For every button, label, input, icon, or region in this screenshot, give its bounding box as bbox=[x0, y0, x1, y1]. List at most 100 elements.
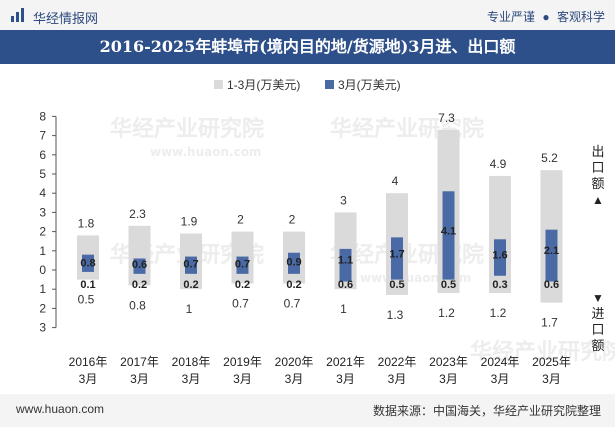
bar-import-mar bbox=[442, 270, 455, 280]
label-import-mar: 0.2 bbox=[183, 279, 198, 291]
label-export-q1: 2.3 bbox=[129, 207, 146, 221]
export-side-label: 出口额 bbox=[591, 144, 604, 191]
data-labels: 1.8 0.8 0.1 0.5 2.3 0.6 0.2 0.8 1.9 0.7 0.2 1 2 0.7 0.… bbox=[78, 111, 559, 330]
y-tick-label: 8 bbox=[39, 109, 46, 123]
x-tick-label-month: 3月 bbox=[336, 372, 355, 386]
x-tick-label-month: 3月 bbox=[491, 372, 510, 386]
y-tick-label: 3 bbox=[39, 205, 46, 219]
x-tick-label-month: 3月 bbox=[439, 372, 458, 386]
label-import-q1: 1.2 bbox=[490, 306, 507, 320]
watermark-text: 华经产业研究院 bbox=[330, 116, 484, 142]
bar-export-mar bbox=[133, 258, 146, 270]
label-export-q1: 2 bbox=[237, 213, 244, 227]
footer-source: 数据来源：中国海关，华经产业研究院整理 bbox=[372, 404, 601, 418]
label-export-q1: 1.9 bbox=[181, 215, 198, 229]
down-arrow-icon: ▼ bbox=[592, 291, 604, 305]
bar-import-mar bbox=[494, 270, 506, 276]
tagline: 专业严谨 ● 客观科学 bbox=[487, 8, 605, 25]
x-tick-label-month: 3月 bbox=[233, 372, 252, 386]
label-export-mar: 2.1 bbox=[544, 245, 559, 257]
bar-export-mar bbox=[236, 256, 249, 270]
legend-swatch-cumulative bbox=[214, 80, 223, 89]
y-tick-label: 1 bbox=[39, 282, 46, 296]
y-tick-label: 3 bbox=[39, 321, 46, 335]
bar-import-mar bbox=[391, 270, 403, 280]
label-import-q1: 0.5 bbox=[78, 293, 95, 307]
label-export-q1: 2 bbox=[289, 213, 296, 227]
x-tick-label-month: 3月 bbox=[388, 372, 407, 386]
label-export-q1: 3 bbox=[340, 193, 347, 207]
watermark-text: 华经产业研究院 bbox=[110, 116, 264, 142]
x-tick-label-year: 2017年 bbox=[120, 355, 159, 369]
bar-export-mar bbox=[82, 254, 94, 270]
footer-website: www.huaon.com bbox=[16, 402, 105, 416]
import-side-label-char: 进 bbox=[591, 306, 604, 321]
brand-name: 华经情报网 bbox=[33, 11, 99, 26]
footer: www.huaon.com 数据来源：中国海关，华经产业研究院整理 bbox=[0, 394, 615, 427]
x-tick-label-month: 3月 bbox=[285, 372, 304, 386]
label-import-q1: 1 bbox=[340, 302, 347, 316]
legend-label-cumulative: 1-3月(万美元) bbox=[227, 78, 300, 92]
label-import-mar: 0.3 bbox=[492, 279, 507, 291]
y-tick-label: 5 bbox=[39, 167, 46, 181]
watermark-text: 华经产业研究院 bbox=[470, 339, 615, 365]
bar-import-q1 bbox=[489, 270, 511, 294]
x-tick-label-month: 3月 bbox=[79, 372, 98, 386]
label-import-q1: 1.7 bbox=[541, 316, 558, 330]
x-tick-label-year: 2018年 bbox=[172, 355, 211, 369]
x-tick-label-month: 3月 bbox=[542, 372, 561, 386]
label-import-q1: 1.2 bbox=[438, 306, 455, 320]
label-export-mar: 0.6 bbox=[132, 259, 147, 271]
y-axis: 8 7 6 5 4 3 2 1 0 1 2 3 bbox=[39, 109, 57, 335]
export-side-label-char: 出 bbox=[591, 144, 604, 159]
bar-export-mar bbox=[339, 248, 352, 270]
bar-import-mar bbox=[236, 270, 249, 274]
x-tick-label-month: 3月 bbox=[130, 372, 149, 386]
bar-import-mar bbox=[82, 270, 94, 272]
label-import-q1: 0.7 bbox=[284, 296, 301, 310]
x-tick-label-year: 2023年 bbox=[429, 355, 468, 369]
label-import-q1: 1 bbox=[186, 302, 193, 316]
label-export-mar: 1.7 bbox=[389, 249, 404, 261]
label-export-mar: 0.7 bbox=[235, 258, 250, 270]
y-tick-label: 2 bbox=[39, 225, 46, 239]
label-export-mar: 1.1 bbox=[338, 254, 353, 266]
watermark-url: www.huaon.com bbox=[150, 145, 261, 159]
x-tick-label-year: 2020年 bbox=[275, 355, 314, 369]
bar-import-q1 bbox=[77, 270, 99, 280]
label-import-q1: 0.8 bbox=[129, 298, 146, 312]
x-axis: 2016年 3月 2017年 3月 2018年 3月 2019年 3月 2020年 3月 2021年… bbox=[69, 355, 571, 386]
label-export-mar: 0.7 bbox=[183, 258, 198, 270]
y-tick-label: 7 bbox=[39, 129, 46, 143]
label-export-mar: 0.9 bbox=[286, 256, 301, 268]
x-tick-label-year: 2022年 bbox=[378, 355, 417, 369]
bar-import-mar bbox=[545, 270, 558, 282]
bar-import-q1 bbox=[180, 270, 202, 290]
side-labels: 出口额▲▼进口额 bbox=[591, 144, 604, 353]
label-import-mar: 0.5 bbox=[389, 279, 404, 291]
import-side-label-char: 口 bbox=[591, 322, 604, 337]
top-bar: 华经情报网 专业严谨 ● 客观科学 bbox=[0, 0, 615, 30]
x-tick-label-year: 2016年 bbox=[69, 355, 108, 369]
y-tick-label: 1 bbox=[39, 244, 46, 258]
bar-export-mar bbox=[391, 237, 403, 270]
label-export-mar: 0.8 bbox=[80, 257, 95, 269]
import-side-label-char: 额 bbox=[591, 338, 604, 353]
x-tick-label-month: 3月 bbox=[182, 372, 201, 386]
label-export-mar: 4.1 bbox=[441, 226, 456, 238]
chart-title: 2016-2025年蚌埠市(境内目的地/货源地)3月进、出口额 bbox=[99, 37, 516, 56]
bars bbox=[77, 129, 563, 303]
label-import-mar: 0.1 bbox=[80, 279, 95, 291]
label-import-mar: 0.2 bbox=[286, 279, 301, 291]
y-tick-label: 6 bbox=[39, 148, 46, 162]
bar-export-mar bbox=[185, 256, 197, 270]
label-import-mar: 0.2 bbox=[132, 279, 147, 291]
bar-import-mar bbox=[185, 270, 197, 274]
label-export-q1: 7.3 bbox=[438, 111, 455, 125]
label-export-q1: 4.9 bbox=[490, 157, 507, 171]
x-tick-label-year: 2019年 bbox=[223, 355, 262, 369]
label-import-mar: 0.2 bbox=[235, 279, 250, 291]
tagline-left: 专业严谨 bbox=[487, 10, 536, 24]
tagline-right: 客观科学 bbox=[556, 10, 605, 24]
